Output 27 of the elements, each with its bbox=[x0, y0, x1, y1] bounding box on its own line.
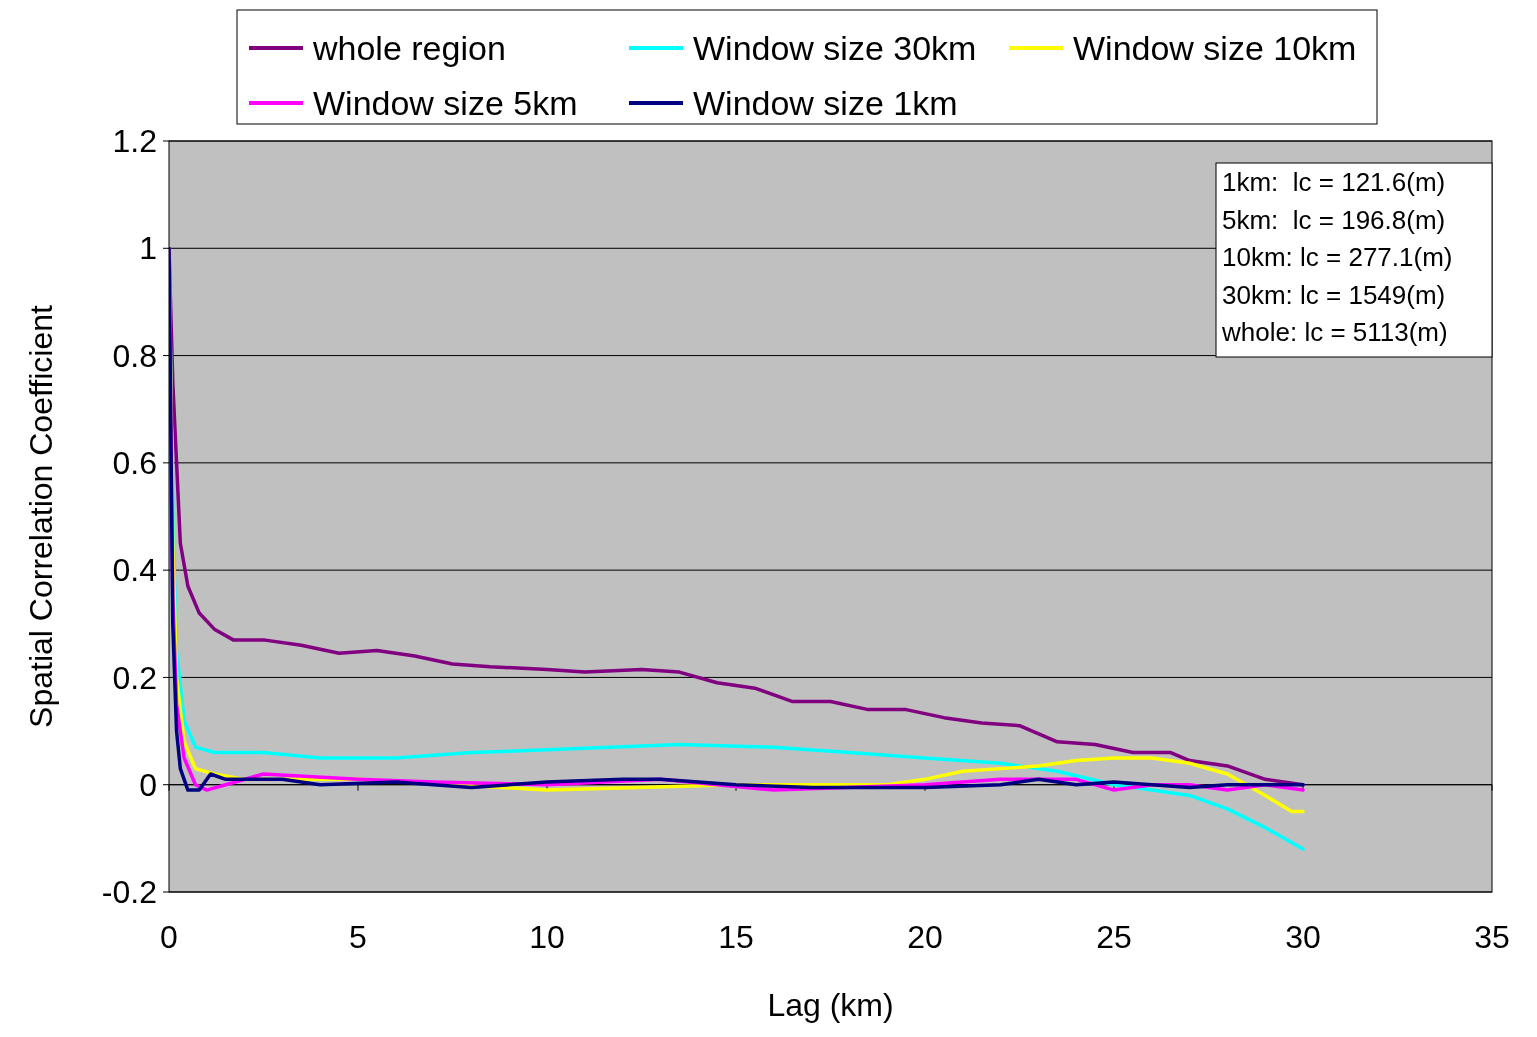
x-tick-label: 5 bbox=[349, 919, 367, 955]
y-tick-label: 0.2 bbox=[112, 659, 157, 696]
y-tick-label: 0.8 bbox=[112, 337, 157, 374]
annotation: 10km: lc = 277.1(m) bbox=[1222, 242, 1453, 273]
y-tick-label: 0.6 bbox=[112, 445, 157, 482]
legend-label: Window size 10km bbox=[1073, 28, 1357, 67]
y-axis-title: Spatial Correlation Coefficient bbox=[23, 305, 59, 728]
x-tick-label: 30 bbox=[1285, 919, 1321, 955]
annotation: 5km: lc = 196.8(m) bbox=[1222, 204, 1446, 235]
y-tick-label: 0.4 bbox=[112, 552, 157, 589]
x-tick-label: 20 bbox=[907, 919, 943, 955]
annotation: 1km: lc = 121.6(m) bbox=[1222, 167, 1446, 198]
legend-label: Window size 1km bbox=[693, 83, 958, 122]
x-tick-label: 10 bbox=[529, 919, 565, 955]
legend-label: Window size 5km bbox=[313, 83, 578, 122]
annotation: 30km: lc = 1549(m) bbox=[1222, 279, 1446, 310]
x-tick-label: 15 bbox=[718, 919, 754, 955]
legend-label: whole region bbox=[312, 28, 506, 67]
y-tick-label: 1 bbox=[139, 230, 157, 267]
y-tick-label: 1.2 bbox=[112, 123, 157, 160]
y-tick-label: 0 bbox=[139, 766, 157, 803]
y-tick-label: -0.2 bbox=[101, 874, 157, 911]
legend-label: Window size 30km bbox=[693, 28, 977, 67]
annotation: whole: lc = 5113(m) bbox=[1221, 317, 1448, 348]
x-tick-label: 25 bbox=[1096, 919, 1132, 955]
x-axis-title: Lag (km) bbox=[767, 987, 894, 1023]
x-tick-label: 35 bbox=[1474, 919, 1510, 955]
